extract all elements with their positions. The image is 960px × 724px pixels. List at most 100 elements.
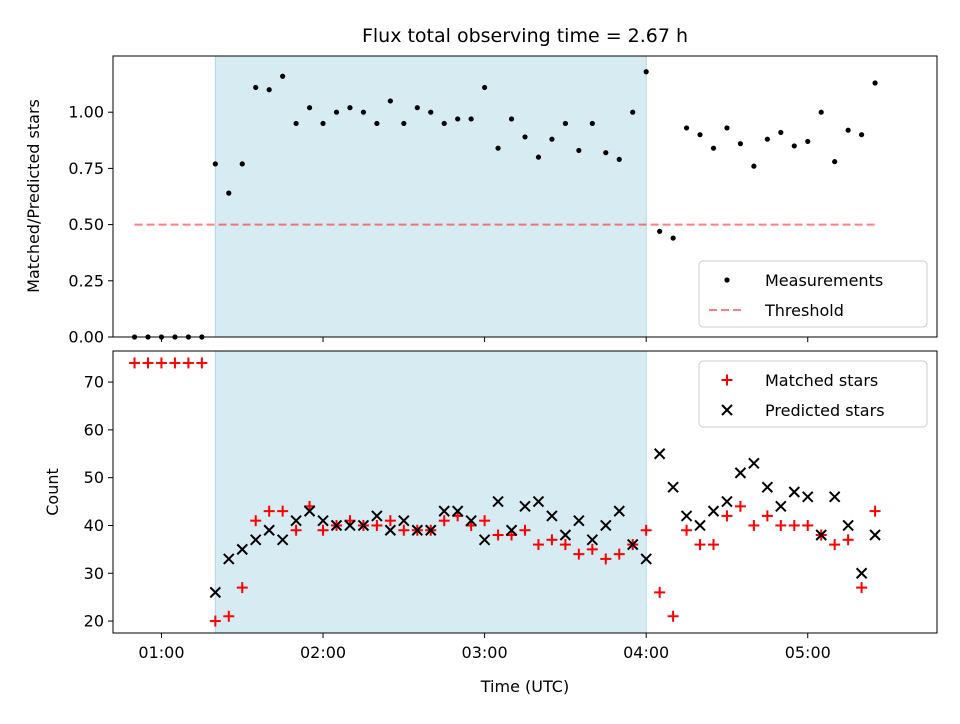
predicted-stars-point-31 xyxy=(627,538,639,551)
matched-stars-point-3 xyxy=(169,357,181,369)
matched-stars-point-6 xyxy=(209,615,221,627)
x-tick-label-4: 05:00 xyxy=(785,643,831,662)
y-tick-label-ratio-2: 0.50 xyxy=(68,215,104,234)
predicted-stars-point-13-b xyxy=(384,524,397,536)
matched-stars-point-33 xyxy=(573,548,585,560)
predicted-stars-point-17-b xyxy=(438,505,450,517)
y-tick-label-count-2: 40 xyxy=(84,516,104,535)
predicted-stars-point-27 xyxy=(573,514,585,527)
predicted-stars-point-40 xyxy=(748,457,760,470)
measurements-point-27 xyxy=(495,145,501,151)
x-axis-label: Time (UTC) xyxy=(480,677,569,696)
predicted-stars-point-12 xyxy=(371,510,383,522)
predicted-stars-point-22 xyxy=(505,524,518,536)
predicted-stars-point-1-b xyxy=(223,553,235,565)
predicted-stars-point-11-b xyxy=(357,519,370,532)
matched-stars-point-47 xyxy=(761,510,773,522)
matched-stars-point-48 xyxy=(775,519,787,531)
y-tick-label-ratio-4: 1.00 xyxy=(68,103,104,122)
predicted-stars-point-35-b xyxy=(680,510,693,522)
measurements-point-23 xyxy=(441,120,447,127)
legend-box-count xyxy=(698,360,928,428)
predicted-stars-point-36-b xyxy=(694,519,706,532)
predicted-stars-point-46 xyxy=(828,491,841,503)
matched-stars-point-20 xyxy=(398,524,410,536)
predicted-stars-point-23 xyxy=(519,500,531,513)
predicted-stars-point-38-b xyxy=(721,495,733,508)
x-tick-label-0: 01:00 xyxy=(138,643,184,662)
measurements-point-39 xyxy=(657,228,663,234)
predicted-stars-point-17 xyxy=(438,505,450,517)
predicted-stars-point-0-b xyxy=(209,586,222,599)
measurements-point-48 xyxy=(778,129,784,136)
measurements-point-46 xyxy=(751,163,757,169)
measurements-point-37 xyxy=(630,109,636,115)
measurements-point-40 xyxy=(670,235,676,241)
y-tick-label-count-3: 50 xyxy=(84,468,104,487)
predicted-stars-point-29-b xyxy=(600,519,612,532)
predicted-stars-point-28 xyxy=(586,534,599,546)
predicted-stars-point-12-b xyxy=(371,510,383,522)
measurements-point-44 xyxy=(724,125,730,131)
matched-stars-point-36 xyxy=(613,548,625,560)
predicted-stars-point-33 xyxy=(653,448,666,460)
predicted-stars-point-24-b xyxy=(532,495,545,508)
legend-marker-matched-stars xyxy=(721,374,733,386)
observing-window-ratio xyxy=(214,55,647,338)
matched-stars-point-39 xyxy=(654,586,666,598)
measurements-point-32 xyxy=(562,120,568,127)
predicted-stars-point-31-b xyxy=(627,538,639,551)
predicted-stars-point-42-b xyxy=(775,500,787,513)
predicted-stars-point-21-b xyxy=(492,495,504,508)
matched-stars-point-32 xyxy=(559,539,571,551)
measurements-point-29 xyxy=(522,134,528,140)
predicted-stars-point-16 xyxy=(425,524,437,536)
predicted-stars-point-34-b xyxy=(667,481,679,493)
predicted-stars-point-37-b xyxy=(707,505,720,517)
axes-frame-ratio xyxy=(112,55,938,338)
matched-stars-point-1 xyxy=(142,357,154,369)
predicted-stars-point-19 xyxy=(465,514,477,527)
predicted-stars-point-47 xyxy=(842,519,854,532)
predicted-stars-point-44-b xyxy=(802,491,814,503)
predicted-stars-point-26 xyxy=(559,529,572,541)
chart-title: Flux total observing time = 2.67 h xyxy=(362,25,688,47)
predicted-stars-point-10-b xyxy=(344,519,356,532)
predicted-stars-point-6 xyxy=(290,514,302,527)
matched-stars-point-31 xyxy=(546,534,558,546)
predicted-stars-point-25-b xyxy=(546,510,558,522)
matched-stars-point-29 xyxy=(519,524,531,536)
matched-stars-point-11 xyxy=(277,505,289,517)
measurements-point-52 xyxy=(832,159,838,165)
predicted-stars-point-18 xyxy=(451,505,464,517)
measurements-point-45 xyxy=(737,141,744,147)
predicted-stars-point-25 xyxy=(546,510,558,522)
predicted-stars-point-21 xyxy=(492,495,504,508)
predicted-stars-point-35 xyxy=(680,510,693,522)
matched-stars-point-12 xyxy=(290,524,302,536)
measurements-point-10 xyxy=(266,87,272,93)
legend-label-matched-stars: Matched stars xyxy=(765,371,878,390)
matched-stars-point-50 xyxy=(802,519,814,531)
measurements-point-55 xyxy=(872,80,878,86)
matched-stars-point-43 xyxy=(707,539,719,551)
predicted-stars-point-43-b xyxy=(788,486,800,498)
matched-stars-point-40 xyxy=(667,610,679,622)
measurements-point-33 xyxy=(576,147,582,154)
predicted-stars-point-39-b xyxy=(734,467,747,479)
predicted-stars-point-5-b xyxy=(276,534,289,546)
predicted-stars-point-6-b xyxy=(290,514,302,527)
matched-stars-point-44 xyxy=(721,510,733,522)
matched-stars-point-7 xyxy=(223,610,235,622)
measurements-point-41 xyxy=(683,125,690,131)
measurements-point-11 xyxy=(280,73,286,79)
y-tick-label-count-1: 30 xyxy=(84,564,104,583)
predicted-stars-point-8-b xyxy=(317,514,329,527)
predicted-stars-point-2-b xyxy=(236,543,248,556)
predicted-stars-point-49 xyxy=(869,529,881,541)
predicted-stars-point-48-b xyxy=(855,567,868,579)
predicted-stars-point-23-b xyxy=(519,500,531,513)
measurements-point-53 xyxy=(845,127,851,133)
